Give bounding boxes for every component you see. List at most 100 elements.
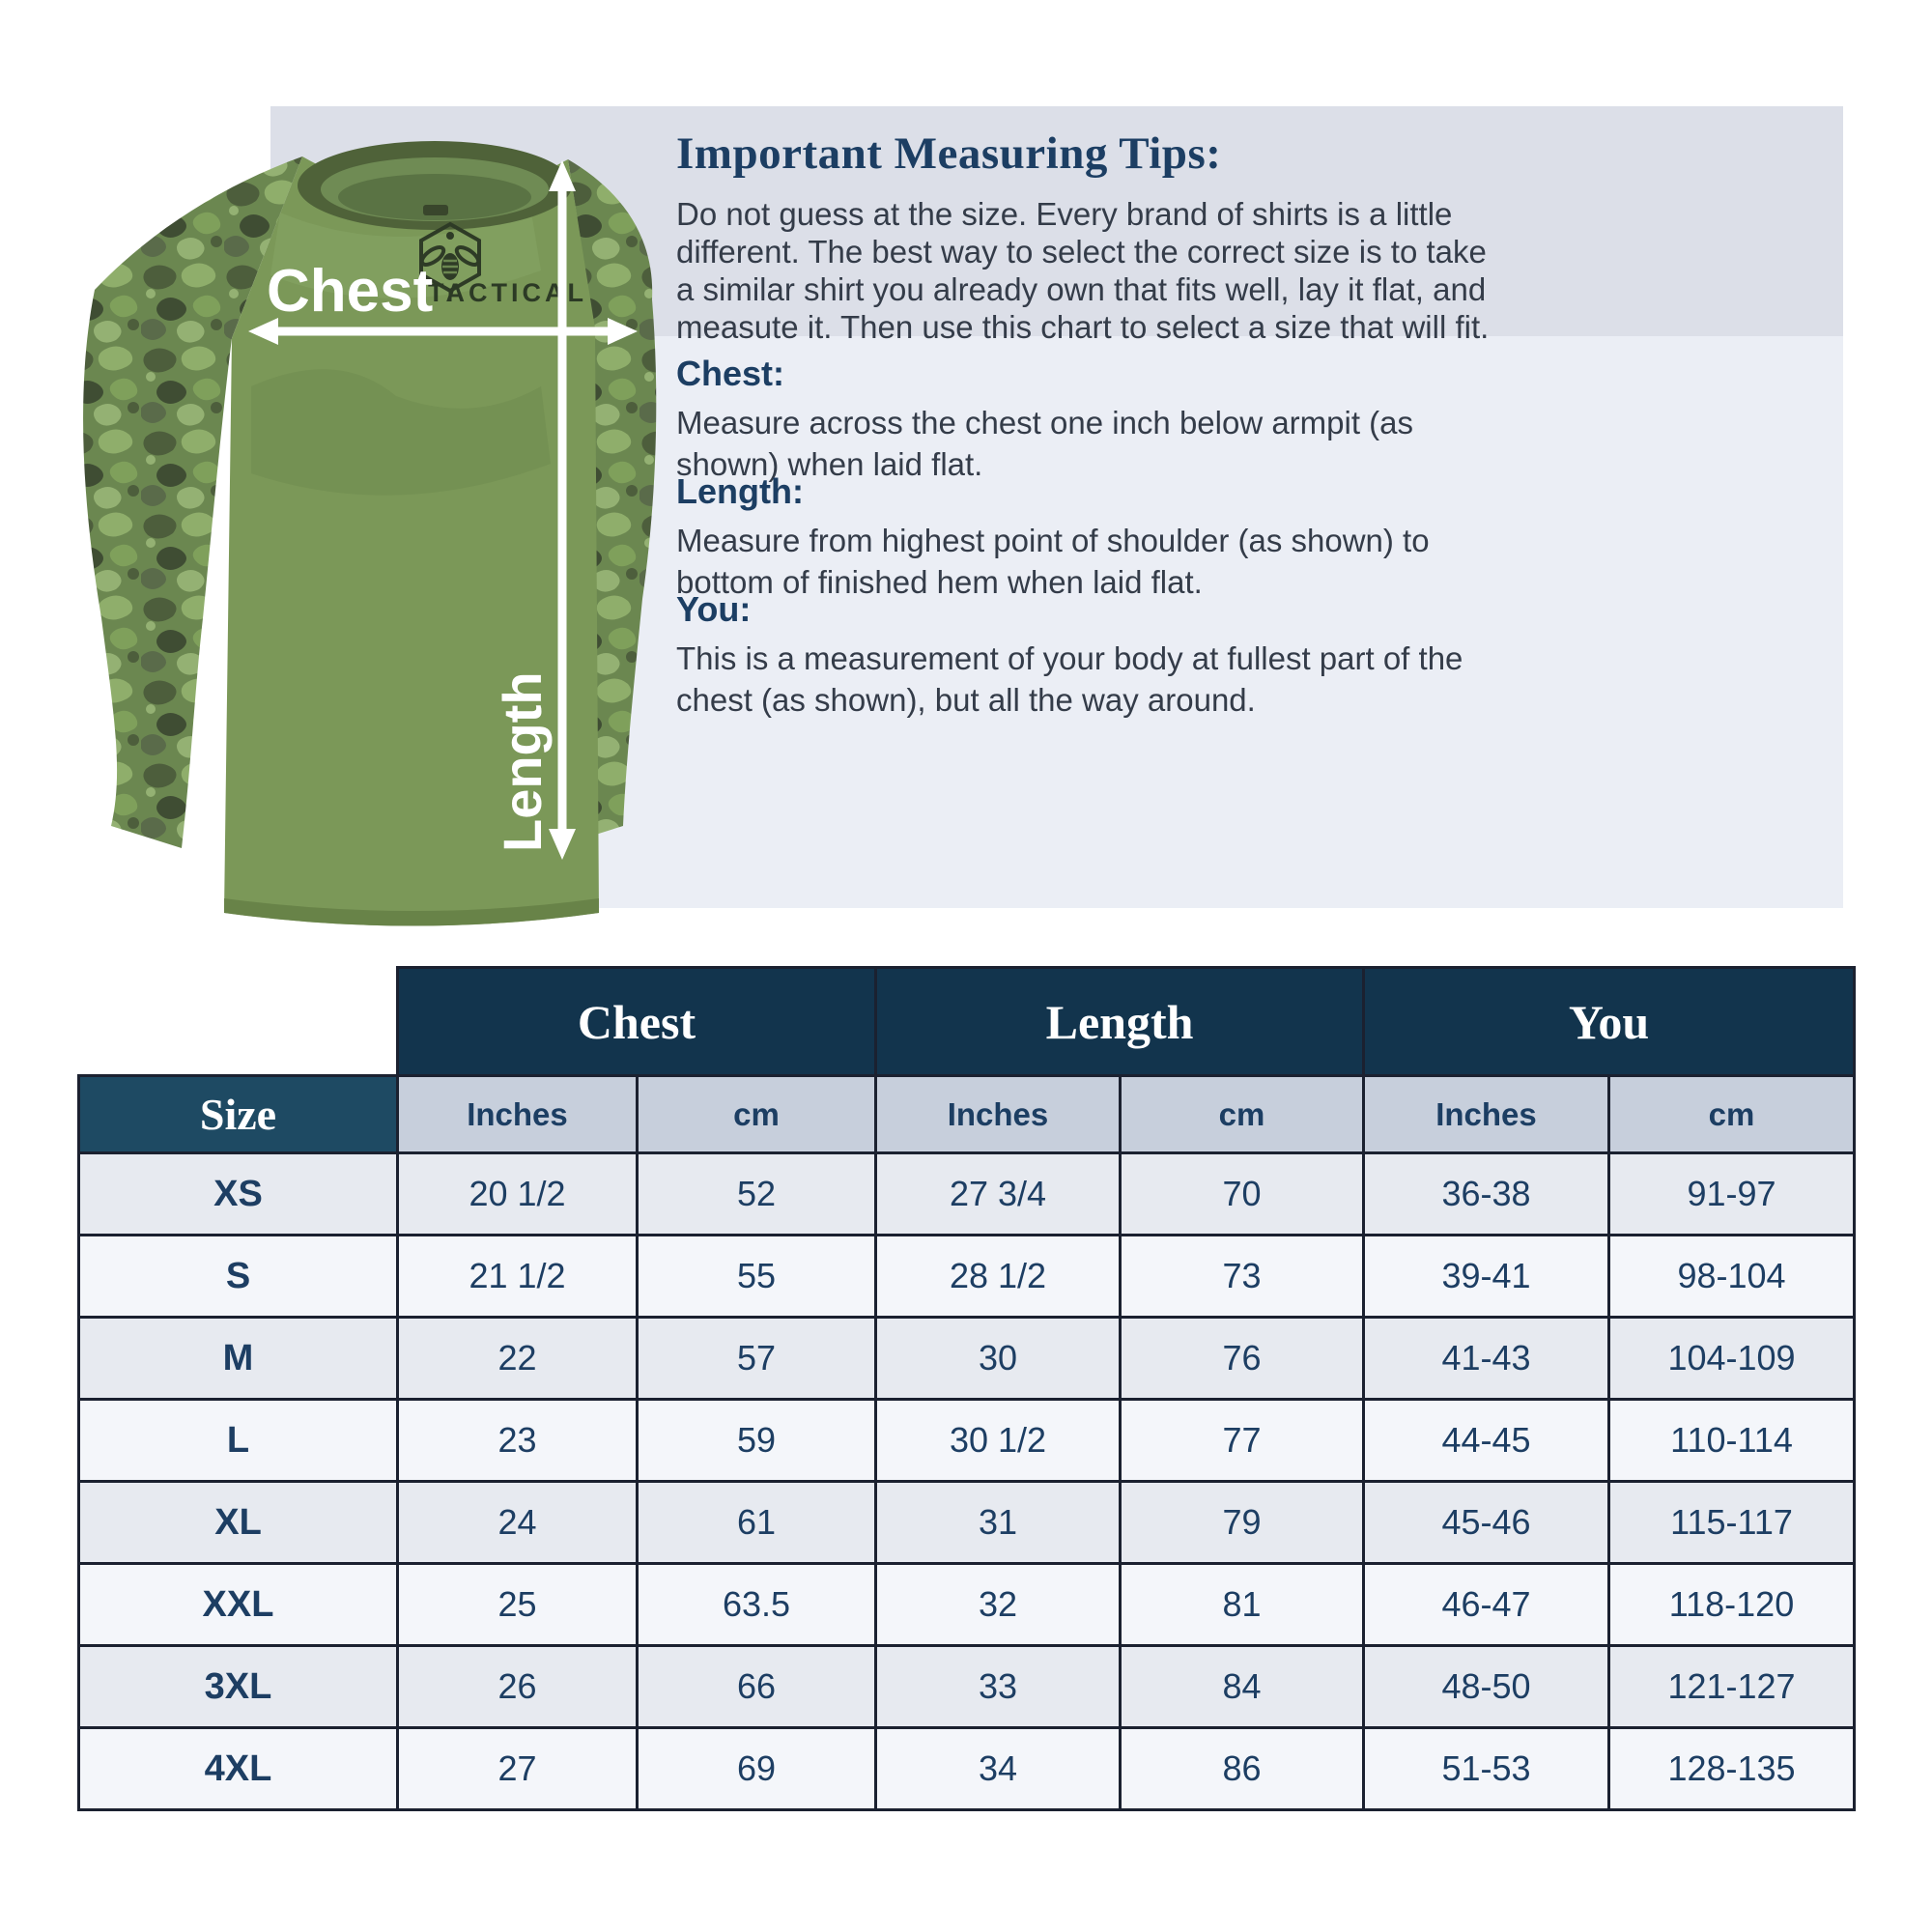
you-in-cell: 48-50	[1362, 1644, 1610, 1729]
size-cell: S	[77, 1234, 399, 1319]
chest-cm-header: cm	[636, 1074, 877, 1154]
chest-cm-cell: 57	[636, 1316, 877, 1401]
chest-cm-cell: 63.5	[636, 1562, 877, 1647]
intro-line: a similar shirt you already own that fit…	[676, 271, 1487, 307]
you-group-header: You	[1362, 966, 1856, 1077]
chest-arrow	[248, 318, 638, 345]
measuring-tips: Important Measuring Tips: Do not guess a…	[676, 128, 1835, 346]
chest-group-header: Chest	[396, 966, 877, 1077]
length-in-cell: 33	[874, 1644, 1122, 1729]
length-cm-cell: 77	[1119, 1398, 1365, 1483]
collar-tag	[423, 205, 448, 215]
chest-measure-label: Chest	[267, 258, 433, 325]
intro-line: measute it. Then use this chart to selec…	[676, 309, 1490, 345]
chest-cm-cell: 52	[636, 1151, 877, 1236]
size-chart-table: Chest Length You Size Inches cm Inches c…	[77, 966, 1856, 1811]
you-in-cell: 51-53	[1362, 1726, 1610, 1811]
you-in-cell: 36-38	[1362, 1151, 1610, 1236]
camo-shirt-image: TACTICAL Chest Length	[83, 141, 657, 926]
you-inches-header: Inches	[1362, 1074, 1610, 1154]
length-in-cell: 28 1/2	[874, 1234, 1122, 1319]
chest-in-cell: 21 1/2	[396, 1234, 639, 1319]
group-header-row: Chest Length You	[78, 966, 1856, 1077]
you-cm-cell: 110-114	[1607, 1398, 1856, 1483]
you-in-cell: 46-47	[1362, 1562, 1610, 1647]
size-cell: XXL	[77, 1562, 399, 1647]
chest-in-cell: 26	[396, 1644, 639, 1729]
header-spacer	[78, 967, 398, 1076]
you-cm-cell: 98-104	[1607, 1234, 1856, 1319]
tip-line: bottom of finished hem when laid flat.	[676, 564, 1203, 600]
sub-header-row: Size Inches cm Inches cm Inches cm	[77, 1074, 1856, 1154]
size-cell: M	[77, 1316, 399, 1401]
length-tip-label: Length:	[676, 471, 804, 511]
chest-in-cell: 20 1/2	[396, 1151, 639, 1236]
length-in-cell: 30	[874, 1316, 1122, 1401]
chest-in-cell: 23	[396, 1398, 639, 1483]
chest-cm-cell: 66	[636, 1644, 877, 1729]
size-cell: XS	[77, 1151, 399, 1236]
length-in-cell: 34	[874, 1726, 1122, 1811]
size-cell: L	[77, 1398, 399, 1483]
shirt-illustration: TACTICAL Chest Length	[58, 97, 657, 927]
length-inches-header: Inches	[874, 1074, 1122, 1154]
length-cm-cell: 84	[1119, 1644, 1365, 1729]
length-in-cell: 27 3/4	[874, 1151, 1122, 1236]
size-column-header: Size	[77, 1074, 399, 1154]
length-arrow	[549, 160, 576, 860]
chest-tip-label: Chest:	[676, 354, 785, 393]
length-in-cell: 32	[874, 1562, 1122, 1647]
table-row-3xl: 3XL 26 66 33 84 48-50 121-127	[77, 1644, 1856, 1729]
tips-intro: Do not guess at the size. Every brand of…	[676, 195, 1835, 346]
length-cm-cell: 70	[1119, 1151, 1365, 1236]
tip-line: chest (as shown), but all the way around…	[676, 682, 1256, 718]
chest-in-cell: 25	[396, 1562, 639, 1647]
length-group-header: Length	[874, 966, 1365, 1077]
left-camo-sleeve	[83, 156, 303, 848]
intro-line: different. The best way to select the co…	[676, 234, 1487, 270]
length-cm-cell: 79	[1119, 1480, 1365, 1565]
you-cm-header: cm	[1607, 1074, 1856, 1154]
chest-in-cell: 27	[396, 1726, 639, 1811]
you-tip-section: You: This is a measurement of your body …	[676, 589, 1835, 721]
table-row-xs: XS 20 1/2 52 27 3/4 70 36-38 91-97	[77, 1151, 1856, 1236]
table-row-4xl: 4XL 27 69 34 86 51-53 128-135	[77, 1726, 1856, 1811]
bee-hexagon-logo-icon	[419, 221, 481, 301]
you-in-cell: 44-45	[1362, 1398, 1610, 1483]
intro-line: Do not guess at the size. Every brand of…	[676, 196, 1453, 232]
length-in-cell: 30 1/2	[874, 1398, 1122, 1483]
chest-cm-cell: 69	[636, 1726, 877, 1811]
chest-inches-header: Inches	[396, 1074, 639, 1154]
tip-line: Measure from highest point of shoulder (…	[676, 523, 1430, 558]
logo-text: TACTICAL	[428, 278, 587, 307]
length-cm-cell: 76	[1119, 1316, 1365, 1401]
table-row-s: S 21 1/2 55 28 1/2 73 39-41 98-104	[77, 1234, 1856, 1319]
length-tip-text: Measure from highest point of shoulder (…	[676, 520, 1835, 603]
length-cm-cell: 86	[1119, 1726, 1365, 1811]
chest-in-cell: 22	[396, 1316, 639, 1401]
shirt-hem	[224, 898, 599, 926]
chest-cm-cell: 55	[636, 1234, 877, 1319]
length-tip-section: Length: Measure from highest point of sh…	[676, 471, 1835, 603]
you-cm-cell: 121-127	[1607, 1644, 1856, 1729]
you-tip-text: This is a measurement of your body at fu…	[676, 638, 1835, 721]
size-cell: 3XL	[77, 1644, 399, 1729]
chest-tip-text: Measure across the chest one inch below …	[676, 402, 1835, 485]
tip-line: shown) when laid flat.	[676, 446, 983, 482]
you-in-cell: 45-46	[1362, 1480, 1610, 1565]
shirt-shading	[251, 369, 551, 496]
size-cell: 4XL	[77, 1726, 399, 1811]
chest-cm-cell: 59	[636, 1398, 877, 1483]
you-cm-cell: 115-117	[1607, 1480, 1856, 1565]
length-cm-cell: 81	[1119, 1562, 1365, 1647]
length-in-cell: 31	[874, 1480, 1122, 1565]
you-in-cell: 39-41	[1362, 1234, 1610, 1319]
table-row-m: M 22 57 30 76 41-43 104-109	[77, 1316, 1856, 1401]
length-measure-label: Length	[492, 671, 553, 852]
you-tip-label: You:	[676, 589, 752, 629]
you-in-cell: 41-43	[1362, 1316, 1610, 1401]
length-cm-header: cm	[1119, 1074, 1365, 1154]
table-row-l: L 23 59 30 1/2 77 44-45 110-114	[77, 1398, 1856, 1483]
collar-shadow	[338, 174, 531, 220]
